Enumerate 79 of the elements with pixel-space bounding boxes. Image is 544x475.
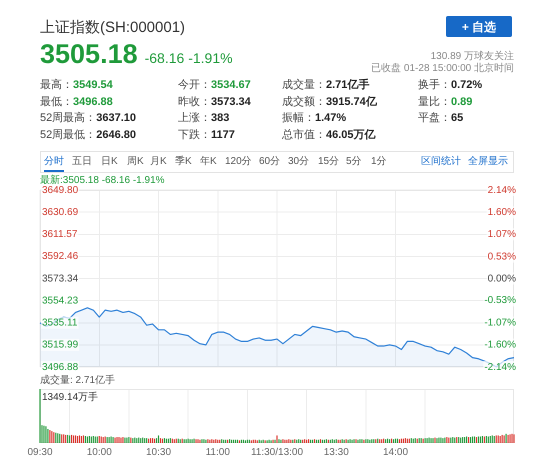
text: 振幅： [282,112,315,125]
text: 五日 [72,156,92,168]
y2-tick-label: -0.53% [484,295,516,306]
text: 60分 [259,156,280,168]
text: 最低： [40,96,73,109]
text: 量比： [418,96,451,109]
x-tick-label: 11:30/13:00 [250,446,304,458]
y2-tick-label: 2.14% [488,184,516,196]
y-tick-label: 3649.80 [42,184,79,196]
text: 3637.10 [96,112,136,125]
text: 总市值： [282,129,326,142]
y2-tick-label: -1.60% [484,339,516,350]
text: 65 [451,112,464,125]
text: 全屏显示 [468,156,508,168]
text: 区间统计 [421,156,461,168]
y2-tick-label: 0.53% [488,251,516,262]
text: 3549.54 [73,79,113,92]
y2-tick-label: 0.00% [488,273,516,284]
y-tick-label: 3611.57 [42,229,78,240]
text: 52周最低： [40,129,96,142]
text: 季K [175,156,192,168]
text: 15分 [318,156,340,168]
text: 1177 [211,129,235,142]
text: 下跌： [178,129,211,142]
text: 3534.67 [211,79,251,92]
x-tick-label: 10:30 [146,446,172,458]
text: 换手： [418,79,451,92]
y-tick-label: 3515.99 [42,340,79,351]
y2-tick-label: -2.14% [484,362,516,373]
text: 成交量： [282,79,326,92]
chart-title: 最新:3505.18 -68.16 -1.91% [40,174,165,186]
y-tick-label: 3496.88 [42,362,79,373]
text: 1.47% [315,112,346,125]
text: 5分 [346,156,362,168]
text: 分时 [44,156,64,172]
text: 46.05万亿 [326,129,376,142]
x-tick-label: 09:30 [27,446,53,458]
text: 平盘： [418,112,451,125]
text: 昨收： [178,96,211,109]
y2-tick-label: 1.07% [488,229,516,240]
text: 上涨： [178,112,211,125]
y2-tick-label: 1.60% [488,207,516,218]
x-tick-label: 14:00 [382,446,408,458]
x-tick-label: 13:30 [324,446,350,458]
text: 1分 [371,156,387,168]
text: 3573.34 [211,96,251,109]
text: 年K [200,156,217,168]
text: 30分 [288,156,310,168]
y-tick-label: 3535.11 [42,318,78,328]
annotation: 1349.14万手 [42,390,98,403]
chart-title: 成交量: 2.71亿手 [40,374,116,386]
text: 383 [211,112,230,125]
text: 日K [101,156,118,168]
text: 周K [127,156,144,168]
y-tick-label: 3554.23 [42,295,79,306]
text: 2.71亿手 [326,79,370,92]
text: 2646.80 [96,129,136,142]
text: 120分 [225,156,252,168]
text: 3505.18 [40,39,138,70]
text: 0.72% [451,79,482,92]
y-tick-label: 3592.46 [42,251,79,262]
text: 上证指数(SH:000001) [40,19,186,36]
text: 今开： [178,79,211,92]
text: 成交额： [282,96,326,109]
x-tick-label: 11:00 [206,446,230,458]
text: 130.89 万球友关注 [430,51,514,62]
text: 3915.74亿 [326,96,377,109]
y2-tick-label: -1.07% [484,318,516,328]
text: 最高： [40,79,73,92]
text: + 自选 [462,20,496,34]
text: 3496.88 [73,96,113,109]
y-tick-label: 3573.34 [42,273,79,284]
text: 0.89 [451,96,472,109]
text: 52周最高： [40,112,96,125]
x-tick-label: 10:00 [86,446,112,458]
text: -68.16 -1.91% [144,50,233,66]
y-tick-label: 3630.69 [42,206,79,218]
text: 已收盘 01-28 15:00:00 北京时间 [371,63,514,74]
text: 月K [150,156,167,168]
